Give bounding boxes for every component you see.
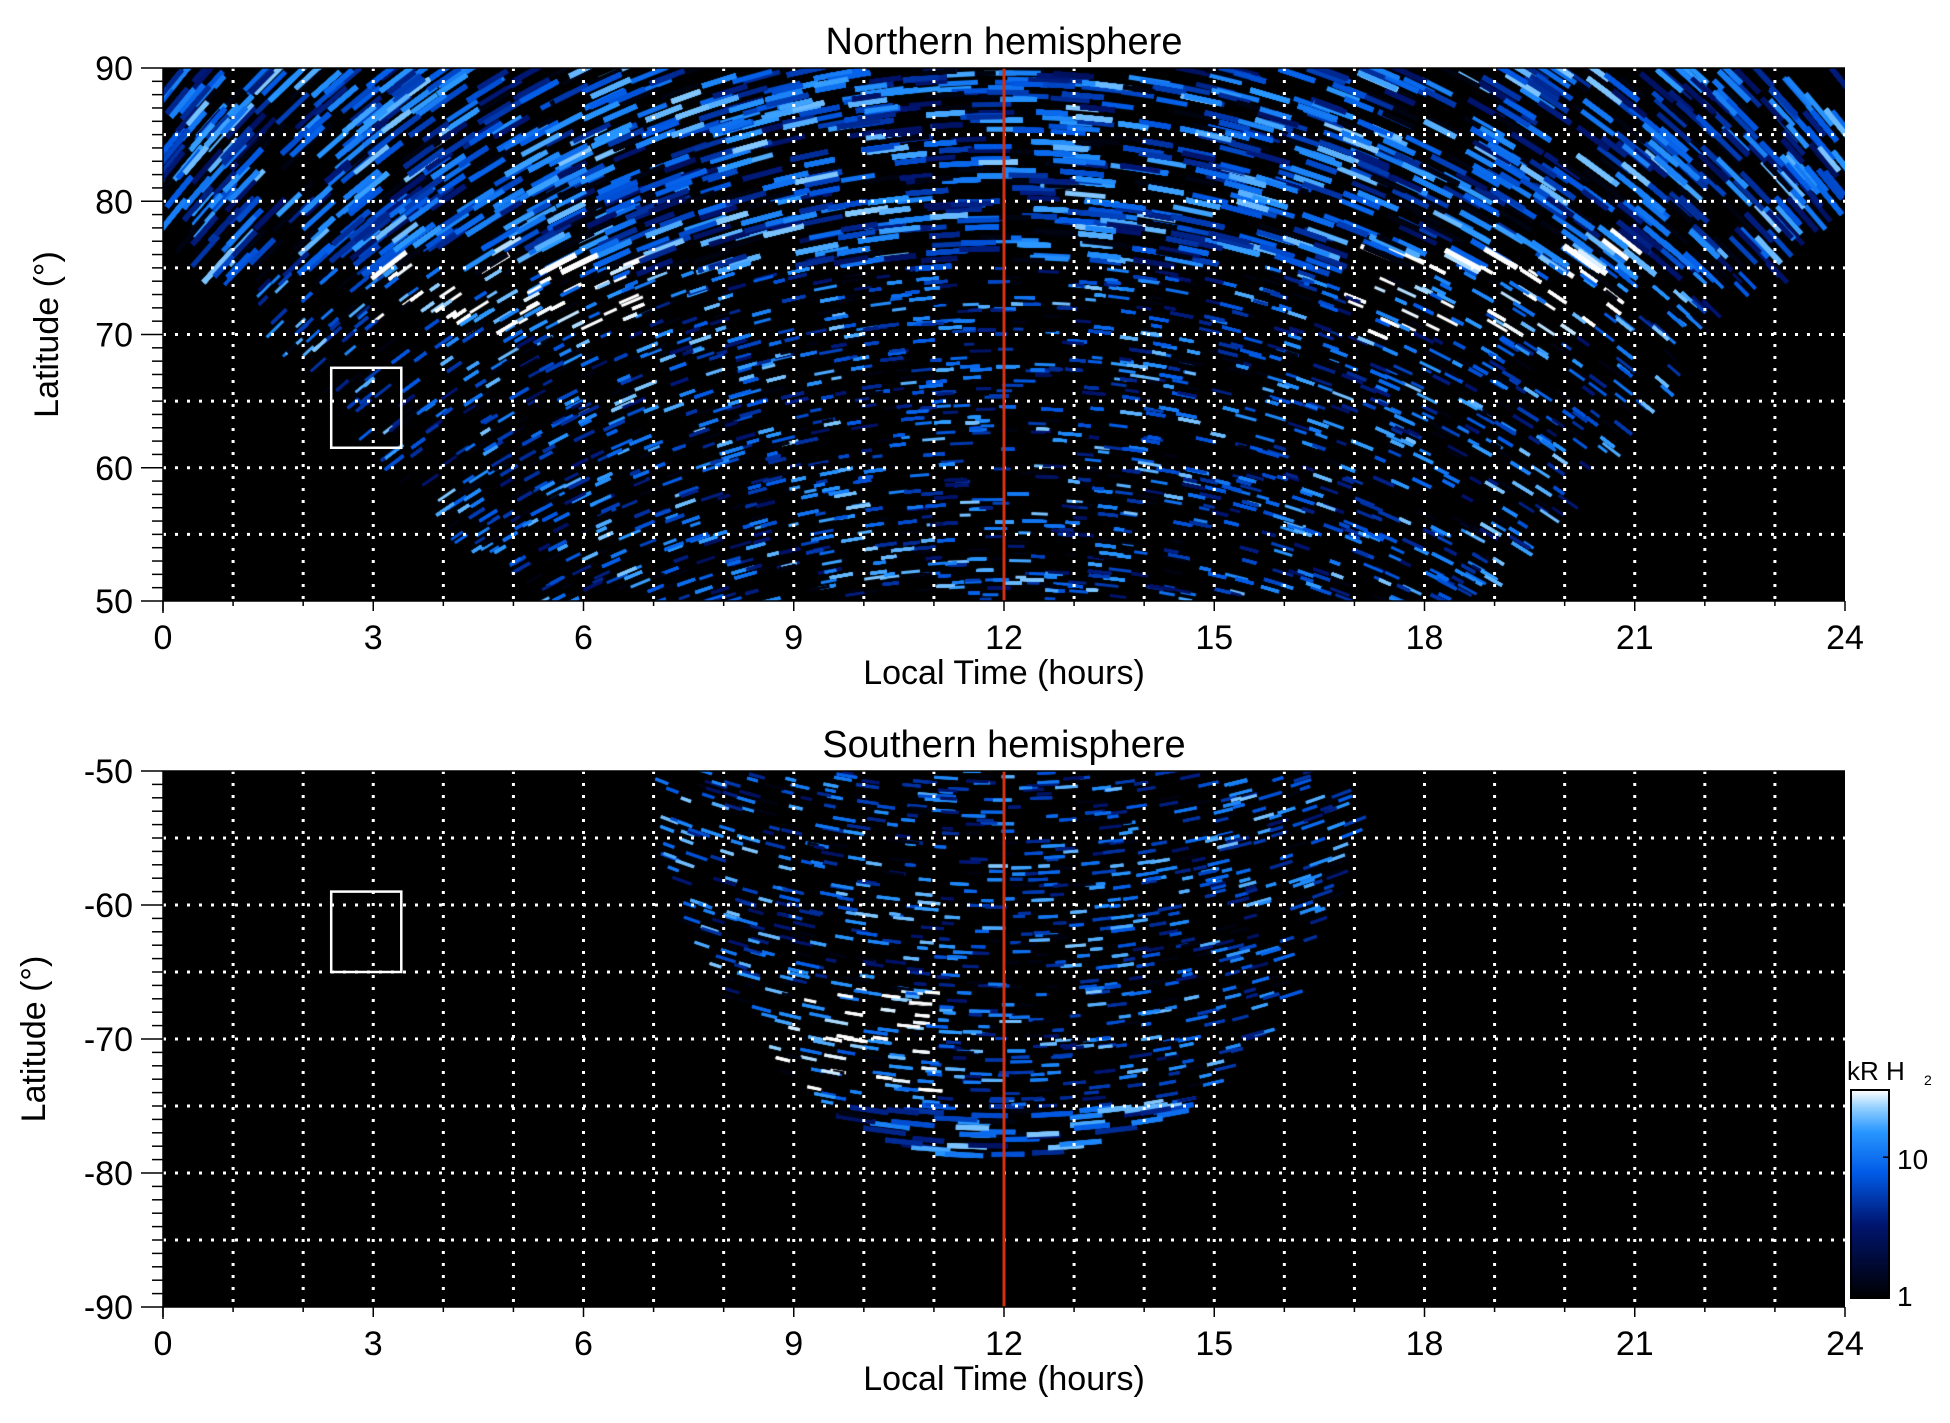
reference-box bbox=[329, 366, 403, 450]
y-tick-label: -80 bbox=[84, 1155, 133, 1193]
y-tick-label: -50 bbox=[84, 753, 133, 791]
panel-title: Northern hemisphere bbox=[826, 21, 1183, 63]
x-tick-label: 21 bbox=[1616, 619, 1654, 657]
x-tick-label: 15 bbox=[1195, 619, 1233, 657]
x-tick-label: 3 bbox=[364, 1325, 383, 1363]
y-tick-label: 60 bbox=[95, 450, 133, 488]
colorbar-label: kR H bbox=[1847, 1056, 1905, 1086]
y-tick-label: -90 bbox=[84, 1289, 133, 1327]
x-tick-label: 9 bbox=[784, 619, 803, 657]
panel-title: Southern hemisphere bbox=[822, 724, 1185, 766]
colorbar-gradient bbox=[1851, 1090, 1889, 1298]
x-tick-label: 6 bbox=[574, 619, 593, 657]
y-tick-label: -70 bbox=[84, 1021, 133, 1059]
y-tick-label: 90 bbox=[95, 50, 133, 88]
x-tick-label: 12 bbox=[985, 1325, 1023, 1363]
y-tick-label: 70 bbox=[95, 317, 133, 355]
reference-box bbox=[329, 890, 403, 974]
x-tick-label: 9 bbox=[784, 1325, 803, 1363]
x-tick-label: 12 bbox=[985, 619, 1023, 657]
y-axis-label: Latitude (°) bbox=[28, 251, 66, 418]
x-tick-label: 24 bbox=[1826, 619, 1864, 657]
x-tick-label: 0 bbox=[154, 619, 173, 657]
colorbar-tick-label: 10 bbox=[1897, 1144, 1928, 1175]
x-axis-label: Local Time (hours) bbox=[863, 1360, 1145, 1398]
x-tick-label: 18 bbox=[1406, 619, 1444, 657]
y-tick-label: -60 bbox=[84, 887, 133, 925]
x-tick-label: 24 bbox=[1826, 1325, 1864, 1363]
colorbar-label-subscript: 2 bbox=[1924, 1072, 1932, 1088]
x-tick-label: 0 bbox=[154, 1325, 173, 1363]
y-axis-label: Latitude (°) bbox=[15, 956, 53, 1123]
x-tick-label: 6 bbox=[574, 1325, 593, 1363]
y-tick-label: 50 bbox=[95, 583, 133, 621]
x-tick-label: 18 bbox=[1406, 1325, 1444, 1363]
colorbar-tick-label: 1 bbox=[1897, 1281, 1913, 1312]
x-tick-label: 3 bbox=[364, 619, 383, 657]
x-axis-label: Local Time (hours) bbox=[863, 654, 1145, 692]
y-tick-label: 80 bbox=[95, 183, 133, 221]
x-tick-label: 15 bbox=[1195, 1325, 1233, 1363]
x-tick-label: 21 bbox=[1616, 1325, 1654, 1363]
colorbar-frame bbox=[1850, 1089, 1890, 1299]
